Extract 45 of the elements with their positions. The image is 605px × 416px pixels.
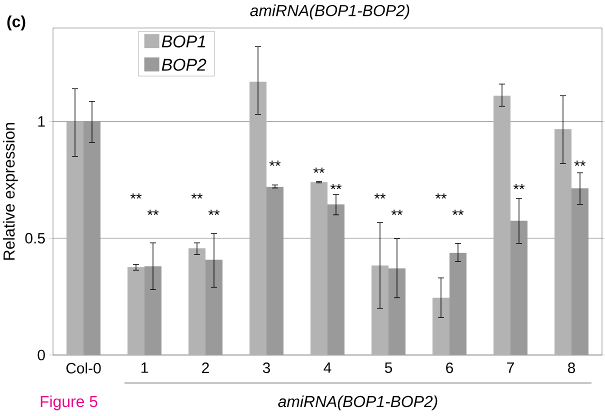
bar [432,298,450,355]
annotation: ** [208,210,220,215]
x-tick-label: 7 [507,362,514,373]
bar [371,266,388,355]
annotation: ** [130,193,142,199]
annotation: ** [452,210,464,215]
bar [310,182,328,355]
annotation: ** [269,160,281,166]
bar [493,96,510,355]
annotation: ** [435,193,447,199]
x-tick-label: 3 [262,362,270,374]
annotation: ** [574,160,586,166]
chart-title: amiRNA(BOP1-BOP2) [250,4,410,20]
bar [144,266,162,355]
legend-label: BOP1 [162,35,206,48]
x-tick-label: 2 [202,362,209,373]
bar [449,252,466,355]
x-tick-label: 1 [141,362,148,373]
bar [66,121,84,355]
annotation: ** [147,210,159,215]
y-tick-label: 1 [38,116,45,127]
x-tick-label: Col-0 [66,362,101,374]
annotation: ** [313,168,325,173]
bar [128,267,144,355]
annotation: ** [391,210,403,215]
x-tick-label: 8 [568,362,575,374]
bar [554,129,572,355]
legend-label: BOP2 [162,58,206,71]
annotation: ** [374,193,386,199]
x-tick-label: 6 [446,362,453,374]
bar [249,82,266,355]
y-tick-label: 0 [38,350,45,360]
annotation: ** [191,193,203,199]
x-tick-label: 5 [384,362,392,373]
text: (c) [7,16,26,30]
y-axis-title: Relative expression [3,123,18,260]
y-tick-label: 0.5 [25,232,45,244]
annotation: ** [330,184,342,190]
bar [388,268,406,355]
text: amiRNA(BOP1-BOP2) [278,395,438,410]
x-tick-label: 4 [324,362,332,373]
annotation: ** [513,184,525,190]
bar [188,248,206,355]
bar [206,260,222,355]
caption: Figure 5 [40,395,98,410]
